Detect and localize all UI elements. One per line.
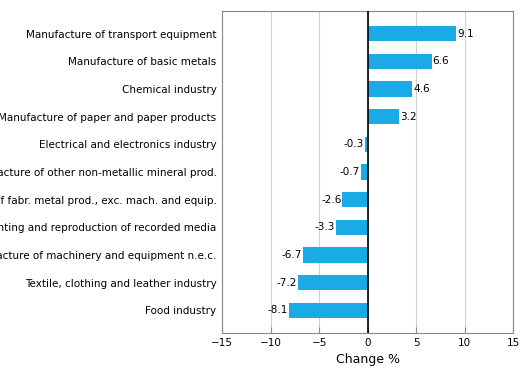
Bar bbox=[368, 54, 432, 69]
Text: 6.6: 6.6 bbox=[433, 56, 449, 66]
Bar bbox=[289, 303, 368, 318]
Bar bbox=[368, 81, 412, 96]
Text: 3.2: 3.2 bbox=[400, 112, 416, 122]
Bar bbox=[361, 164, 368, 180]
Text: -7.2: -7.2 bbox=[277, 278, 297, 288]
Bar bbox=[368, 109, 399, 124]
Bar bbox=[298, 275, 368, 290]
Text: -6.7: -6.7 bbox=[281, 250, 302, 260]
Text: -0.7: -0.7 bbox=[340, 167, 360, 177]
Text: -8.1: -8.1 bbox=[268, 305, 288, 315]
Text: -2.6: -2.6 bbox=[321, 195, 342, 204]
Bar bbox=[342, 192, 368, 207]
Bar bbox=[368, 26, 456, 41]
Bar bbox=[335, 220, 368, 235]
Text: 9.1: 9.1 bbox=[457, 29, 473, 39]
Bar bbox=[365, 137, 368, 152]
Text: -3.3: -3.3 bbox=[314, 222, 335, 232]
Bar bbox=[303, 248, 368, 263]
X-axis label: Change %: Change % bbox=[336, 353, 399, 366]
Text: -0.3: -0.3 bbox=[343, 139, 364, 149]
Text: 4.6: 4.6 bbox=[413, 84, 430, 94]
